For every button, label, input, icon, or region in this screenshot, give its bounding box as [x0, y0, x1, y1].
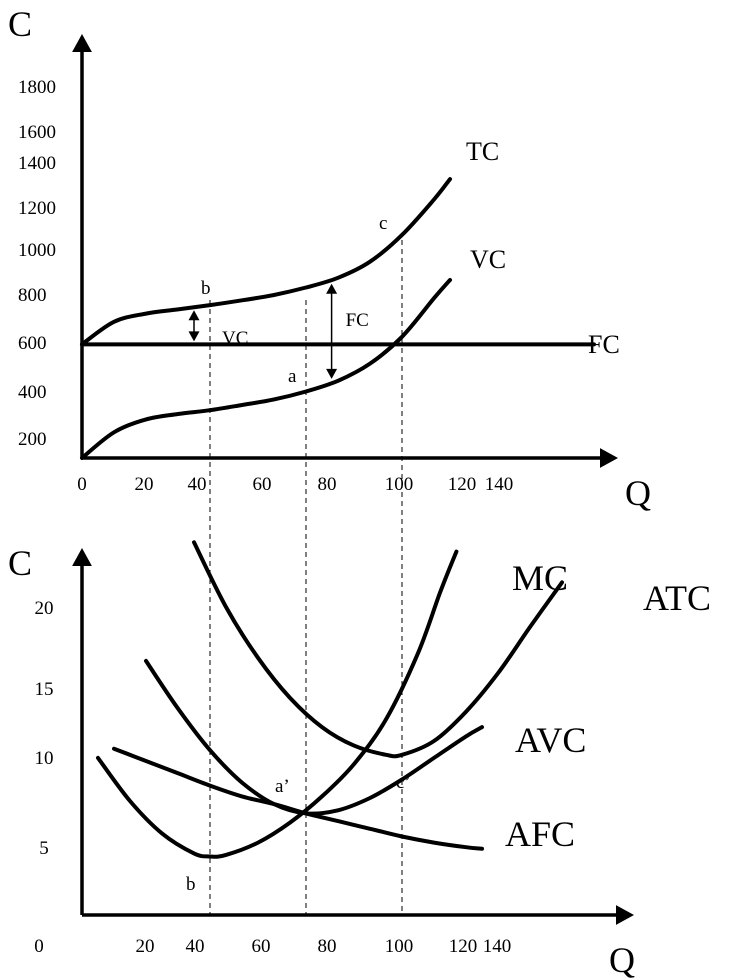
bracket-fc-arrow-down [326, 368, 338, 379]
y-tick-label-15: 15 [35, 679, 54, 700]
y-tick-label-1600: 1600 [18, 122, 56, 143]
y-tick-label-1000: 1000 [18, 240, 56, 261]
x-tick-label-0: 0 [34, 936, 44, 957]
curve-label-mc: MC [512, 558, 568, 598]
y-axis-arrowhead [72, 34, 92, 52]
y-tick-label-10: 10 [35, 748, 54, 769]
point-label-b: b [186, 874, 196, 895]
average-cost-chart: C Q 5 10 15 20 0 20 40 60 80 100 120 140 MC ATC AVC AFC a’… [8, 540, 711, 980]
curve-mc [96, 549, 459, 859]
y-tick-label-400: 400 [18, 382, 47, 403]
point-label-c: c’ [396, 772, 411, 793]
curve-vc [80, 278, 452, 460]
x-axis-label: Q [609, 940, 635, 980]
y-axis-label: C [8, 543, 32, 583]
x-tick-label-140: 140 [483, 936, 512, 957]
curve-label-avc: AVC [515, 720, 586, 760]
bracket-fc-label: FC [346, 310, 369, 331]
y-axis-arrowhead [72, 548, 92, 566]
curve-label-atc: ATC [643, 578, 711, 618]
x-tick-label-20: 20 [136, 936, 155, 957]
y-tick-label-800: 800 [18, 285, 47, 306]
curve-label-fc: FC [588, 330, 620, 359]
x-tick-label-60: 60 [252, 936, 271, 957]
x-axis-label: Q [625, 473, 651, 513]
point-label-a: a [288, 366, 297, 387]
y-tick-label-5: 5 [39, 838, 49, 859]
curve-tc [80, 177, 452, 347]
y-tick-label-20: 20 [35, 598, 54, 619]
x-tick-label-80: 80 [318, 936, 337, 957]
x-tick-label-20: 20 [135, 474, 154, 495]
curve-label-vc: VC [470, 245, 506, 274]
x-tick-label-120: 120 [449, 936, 478, 957]
y-tick-label-200: 200 [18, 429, 47, 450]
x-tick-label-60: 60 [253, 474, 272, 495]
curve-avc [144, 658, 484, 816]
x-axis-arrowhead [616, 905, 634, 925]
x-tick-label-40: 40 [186, 936, 205, 957]
curve-afc [112, 746, 484, 851]
x-tick-label-0: 0 [77, 474, 87, 495]
curve-label-afc: AFC [505, 814, 575, 854]
x-tick-label-100: 100 [385, 474, 414, 495]
x-axis-arrowhead [600, 448, 618, 468]
y-tick-label-1800: 1800 [18, 77, 56, 98]
point-label-c: c [379, 213, 387, 234]
x-tick-label-120: 120 [448, 474, 477, 495]
bracket-fc-arrow-up [326, 283, 338, 294]
x-tick-label-140: 140 [485, 474, 514, 495]
bracket-vc-arrow-up [188, 310, 200, 321]
y-tick-label-1400: 1400 [18, 153, 56, 174]
y-axis-label: C [8, 4, 32, 44]
x-tick-label-40: 40 [188, 474, 207, 495]
bracket-vc-label: VC [222, 328, 248, 349]
curve-atc [192, 540, 564, 759]
x-tick-label-100: 100 [385, 936, 414, 957]
y-tick-label-600: 600 [18, 333, 47, 354]
curve-label-tc: TC [466, 137, 499, 166]
point-label-a: a’ [275, 776, 290, 797]
total-cost-chart: C Q 200 400 600 800 1000 1200 1400 1600 1800 0 20 40 6… [8, 4, 651, 915]
y-tick-label-1200: 1200 [18, 198, 56, 219]
point-label-b: b [201, 278, 211, 299]
bracket-vc-arrow-down [188, 331, 200, 342]
x-tick-label-80: 80 [318, 474, 337, 495]
